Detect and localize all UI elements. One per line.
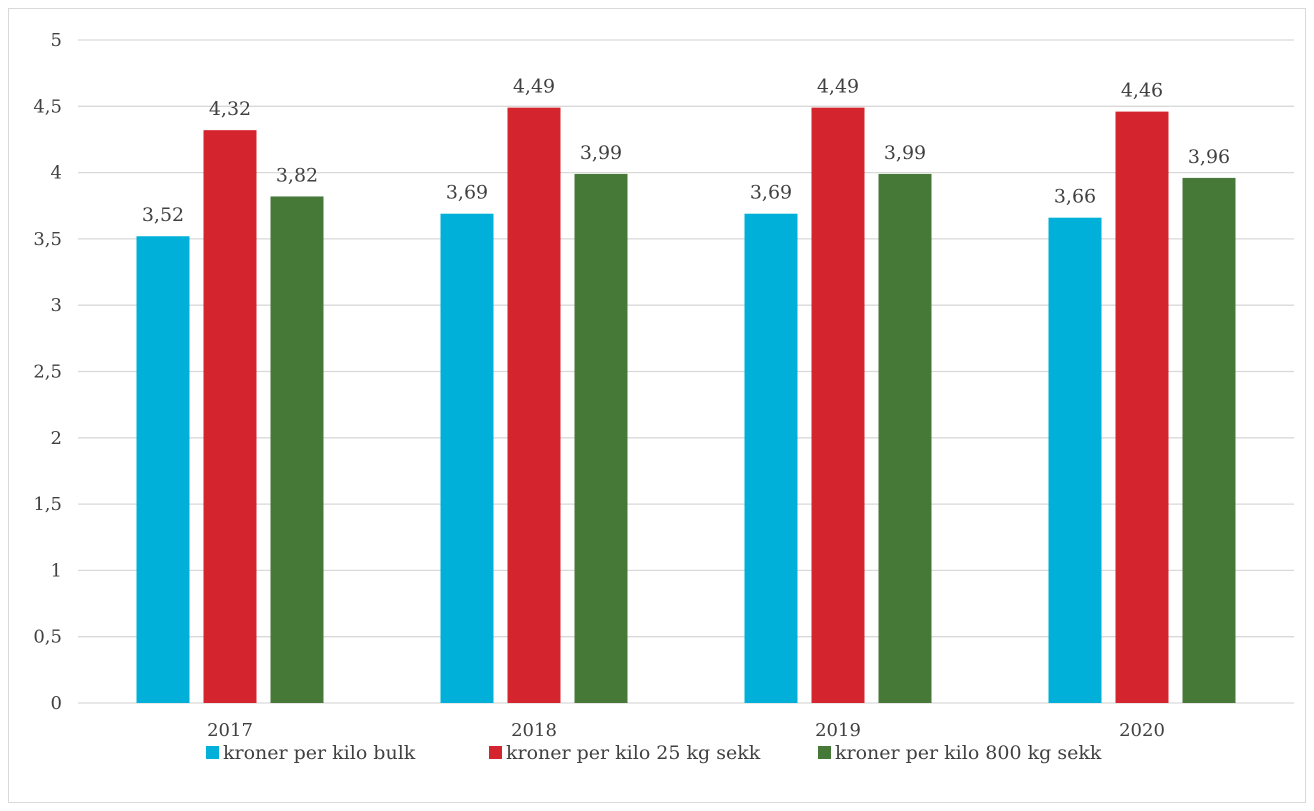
- y-tick-label: 5: [51, 30, 62, 51]
- x-tick-label: 2017: [207, 720, 253, 741]
- gridlines: [78, 39, 1294, 704]
- bar: [574, 173, 628, 703]
- data-label: 3,99: [884, 142, 926, 164]
- x-tick-label: 2018: [511, 720, 557, 741]
- data-label: 3,69: [750, 182, 792, 204]
- y-tick-label: 2,5: [33, 362, 62, 383]
- data-label: 3,66: [1054, 186, 1096, 208]
- bars: [136, 107, 1236, 704]
- data-label: 4,49: [513, 76, 555, 98]
- x-tick-label: 2019: [815, 720, 861, 741]
- y-tick-label: 0: [51, 693, 62, 714]
- y-tick-label: 1: [51, 560, 62, 581]
- y-tick-label: 3,5: [33, 229, 62, 250]
- bar: [744, 213, 798, 703]
- bar: [811, 107, 865, 704]
- bar: [1048, 217, 1102, 703]
- y-tick-label: 3: [51, 295, 62, 316]
- data-label: 4,46: [1121, 80, 1163, 102]
- data-label: 3,96: [1188, 146, 1230, 168]
- bar: [1182, 177, 1236, 704]
- y-tick-label: 0,5: [33, 627, 62, 648]
- data-labels: 3,52 4,32 3,82 3,69 4,49 3,99 3,69 4,49 3,99 3,66…: [142, 76, 1230, 227]
- y-tick-label: 4: [51, 163, 62, 184]
- bar: [203, 130, 257, 704]
- bar: [136, 236, 190, 704]
- data-label: 3,52: [142, 204, 184, 226]
- legend: kroner per kilo bulk kroner per kilo 25 k…: [206, 742, 1102, 764]
- data-label: 4,49: [817, 76, 859, 98]
- legend-label: kroner per kilo bulk: [223, 742, 416, 764]
- legend-swatch: [489, 746, 502, 759]
- bar: [1115, 111, 1169, 703]
- y-axis: 0 0,5 1 1,5 2 2,5 3 3,5 4 4,5 5: [33, 30, 62, 714]
- legend-swatch: [818, 746, 831, 759]
- bar: [507, 107, 561, 704]
- x-tick-label: 2020: [1119, 720, 1165, 741]
- legend-label: kroner per kilo 25 kg sekk: [506, 742, 761, 764]
- data-label: 3,82: [276, 164, 318, 186]
- data-label: 3,99: [580, 142, 622, 164]
- bar: [440, 213, 494, 703]
- bar: [270, 196, 324, 703]
- y-tick-label: 2: [51, 428, 62, 449]
- y-tick-label: 1,5: [33, 494, 62, 515]
- data-label: 3,69: [446, 182, 488, 204]
- legend-label: kroner per kilo 800 kg sekk: [835, 742, 1102, 764]
- x-axis: 2017 2018 2019 2020: [207, 720, 1165, 741]
- y-tick-label: 4,5: [33, 96, 62, 117]
- bar: [878, 173, 932, 703]
- data-label: 4,32: [209, 98, 251, 120]
- legend-swatch: [206, 746, 219, 759]
